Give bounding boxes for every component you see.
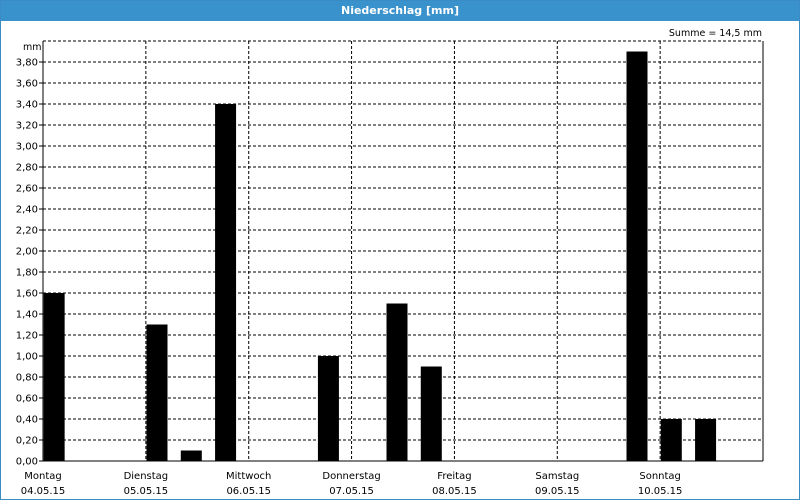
y-tick-label: 0,00	[16, 457, 38, 468]
day-name-label: Dienstag	[124, 471, 169, 482]
day-name-label: Mittwoch	[226, 471, 271, 482]
precip-bar	[660, 419, 682, 461]
day-date-label: 08.05.15	[432, 486, 477, 497]
precip-bar	[386, 303, 408, 461]
y-axis-unit: mm	[23, 42, 42, 53]
day-date-label: 04.05.15	[21, 486, 66, 497]
day-date-label: 06.05.15	[226, 486, 271, 497]
precip-bar	[180, 450, 202, 461]
day-name-label: Samstag	[535, 471, 579, 482]
y-tick-label: 0,20	[16, 436, 38, 447]
bars	[43, 51, 717, 461]
y-tick-label: 2,00	[16, 247, 38, 258]
axes	[42, 41, 764, 462]
y-tick-label: 2,20	[16, 226, 38, 237]
precip-bar	[420, 366, 442, 461]
day-name-label: Sonntag	[639, 471, 681, 482]
precip-bar	[695, 419, 717, 461]
y-tick-label: 3,20	[16, 121, 38, 132]
y-tick-label: 1,40	[16, 310, 38, 321]
y-tick-label: 1,80	[16, 268, 38, 279]
y-tick-label: 0,60	[16, 394, 38, 405]
day-name-label: Donnerstag	[322, 471, 380, 482]
y-tick-label: 0,80	[16, 373, 38, 384]
y-tick-label: 3,40	[16, 100, 38, 111]
day-date-label: 05.05.15	[124, 486, 169, 497]
precip-bar	[317, 356, 339, 461]
day-name-label: Freitag	[437, 471, 471, 482]
precip-bar	[43, 293, 65, 461]
y-tick-label: 3,80	[16, 58, 38, 69]
x-tick-labels: Montag 04.05.15 Dienstag 05.05.15 Mittwoch 06…	[21, 471, 683, 497]
chart-title: Niederschlag [mm]	[1, 1, 799, 21]
y-tick-labels: 0,00 0,20 0,40 0,60 0,80 1,00 1,20 1,40 1,60 1,80…	[16, 58, 38, 468]
sum-label: Summe = 14,5 mm	[669, 28, 762, 39]
y-tick-label: 2,80	[16, 163, 38, 174]
day-date-label: 09.05.15	[535, 486, 580, 497]
y-tick-label: 2,40	[16, 205, 38, 216]
y-tick-label: 3,60	[16, 79, 38, 90]
y-tick-label: 1,60	[16, 289, 38, 300]
precip-bar	[146, 324, 168, 461]
day-name-label: Montag	[24, 471, 61, 482]
day-date-label: 10.05.15	[638, 486, 683, 497]
precip-bar	[626, 51, 648, 461]
precip-bar	[215, 104, 237, 461]
y-tick-label: 2,60	[16, 184, 38, 195]
y-tick-label: 3,00	[16, 142, 38, 153]
y-tick-label: 1,00	[16, 352, 38, 363]
y-tick-label: 0,40	[16, 415, 38, 426]
y-tick-label: 1,20	[16, 331, 38, 342]
day-date-label: 07.05.15	[329, 486, 374, 497]
